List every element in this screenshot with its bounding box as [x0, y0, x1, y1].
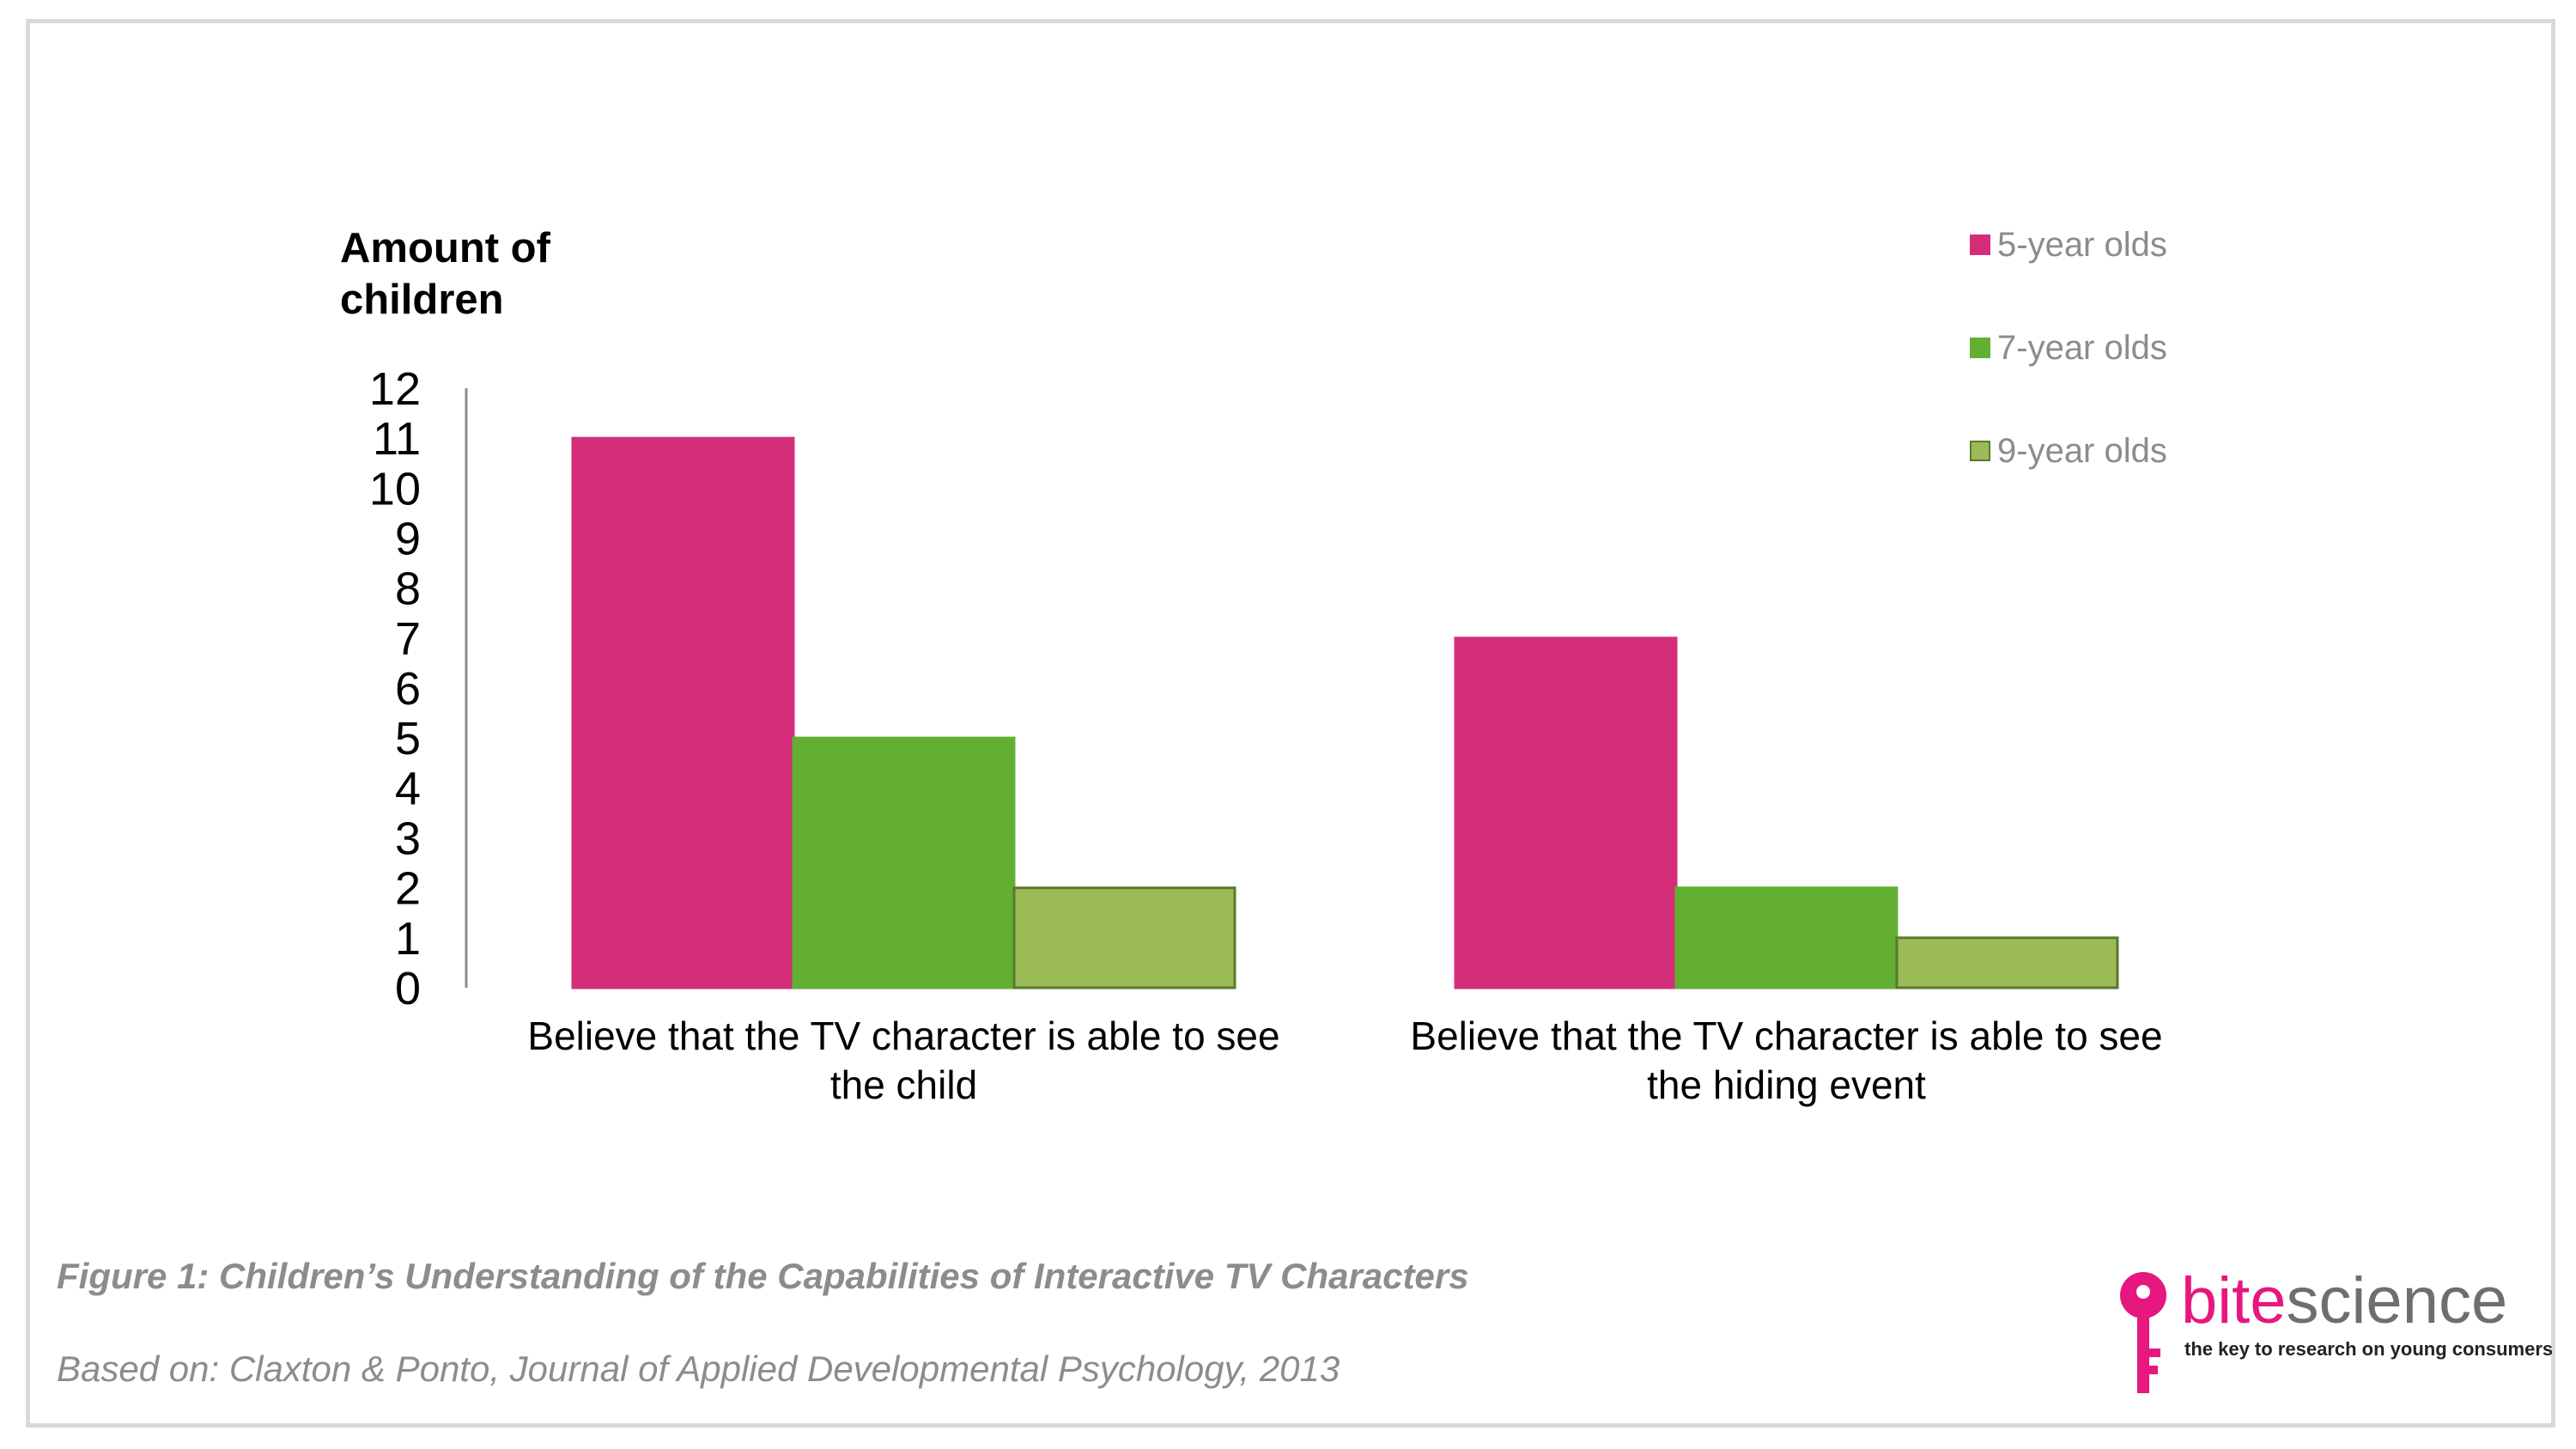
bitescience-logo: bitescience the key to research on young…	[2114, 1264, 2553, 1407]
figure-frame	[26, 19, 2555, 1428]
bar	[1895, 936, 2119, 989]
legend-swatch	[1970, 234, 1990, 255]
logo-tagline: the key to research on young consumers	[2184, 1338, 2554, 1360]
figure-caption: Figure 1: Children’s Understanding of th…	[57, 1256, 1469, 1296]
y-tick-label: 6	[395, 663, 421, 715]
y-tick-label: 0	[395, 963, 421, 1014]
bar-chart: Amount ofchildren0123456789101112Believe…	[340, 225, 2167, 1107]
y-tick-label: 9	[395, 514, 421, 565]
bar	[1012, 886, 1236, 989]
x-category-label: Believe that the TV character is able to…	[1410, 1014, 2162, 1058]
y-axis-title: children	[340, 277, 504, 323]
legend-label: 9-year olds	[1997, 432, 2167, 470]
bar	[1454, 636, 1678, 989]
y-tick-label: 8	[395, 563, 421, 615]
y-tick-label: 2	[395, 863, 421, 915]
y-tick-label: 12	[369, 363, 421, 415]
y-tick-label: 10	[369, 463, 421, 514]
logo-word-science: science	[2286, 1264, 2508, 1337]
y-tick-label: 11	[373, 413, 421, 465]
x-category-label: the hiding event	[1647, 1062, 1926, 1107]
bar	[571, 436, 795, 989]
source-citation: Based on: Claxton & Ponto, Journal of Ap…	[57, 1349, 1340, 1389]
x-category-label: the child	[830, 1062, 977, 1107]
legend-label: 5-year olds	[1997, 226, 2167, 264]
logo-word-bite: bite	[2181, 1264, 2287, 1337]
legend-swatch	[1970, 441, 1990, 461]
bar	[792, 736, 1016, 989]
y-tick-label: 5	[395, 713, 421, 764]
legend-swatch	[1970, 338, 1990, 358]
y-axis-title: Amount of	[340, 225, 551, 271]
y-tick-label: 1	[395, 913, 421, 965]
bar	[1674, 886, 1899, 989]
y-tick-label: 7	[395, 613, 421, 665]
key-icon	[2120, 1272, 2166, 1393]
y-tick-label: 3	[395, 813, 421, 865]
y-tick-label: 4	[395, 763, 421, 814]
legend-label: 7-year olds	[1997, 329, 2167, 367]
logo-wordmark: bitescience	[2181, 1263, 2507, 1340]
x-category-label: Believe that the TV character is able to…	[527, 1014, 1279, 1058]
